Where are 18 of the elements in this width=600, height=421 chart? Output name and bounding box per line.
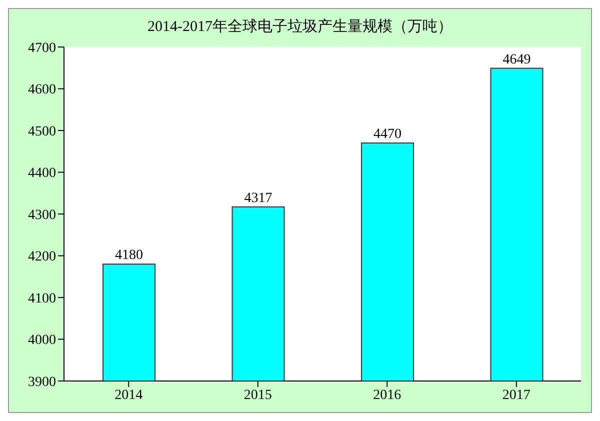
y-tick-label: 4400 xyxy=(28,166,56,182)
y-tick-label: 4600 xyxy=(28,82,56,98)
y-tick-label: 4300 xyxy=(28,208,56,223)
data-label: 4180 xyxy=(115,248,143,264)
y-tick-label: 4200 xyxy=(28,250,56,265)
y-tick-label: 4500 xyxy=(28,124,56,140)
data-label: 4649 xyxy=(502,52,531,68)
x-tick-label: 2014 xyxy=(114,388,143,403)
data-label: 4317 xyxy=(244,190,272,206)
y-tick-label: 4000 xyxy=(28,333,56,348)
x-tick-label: 2015 xyxy=(244,388,272,403)
y-tick-label: 3900 xyxy=(28,374,56,390)
chart-title: 2014-2017年全球电子垃圾产生量规模（万吨） xyxy=(146,18,454,37)
x-tick-label: 2017 xyxy=(502,388,530,403)
data-label: 4470 xyxy=(374,127,402,142)
x-tick-label: 2016 xyxy=(373,388,402,403)
y-tick-label: 4100 xyxy=(28,291,56,306)
y-tick-label: 4700 xyxy=(28,40,56,56)
